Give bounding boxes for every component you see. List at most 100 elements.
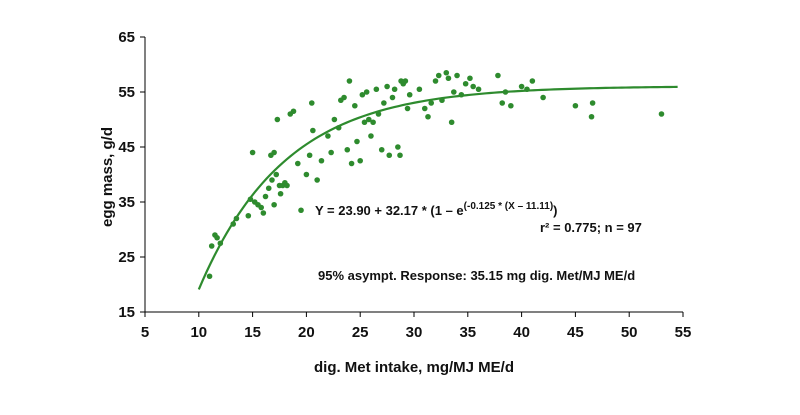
y-tick-label: 45 (118, 139, 135, 156)
tick-labels: 5 10 15 20 25 30 35 40 45 50 55 15 25 35 45 55 65 (118, 29, 691, 341)
data-point (451, 89, 457, 95)
data-point (428, 100, 435, 106)
x-tick-label: 25 (352, 324, 369, 341)
data-point (310, 127, 316, 134)
y-tick-label: 15 (118, 304, 135, 321)
data-point (458, 91, 465, 98)
data-point (402, 78, 409, 84)
y-axis-title: egg mass, g/d (99, 127, 116, 227)
data-point (395, 144, 401, 150)
data-point (386, 152, 393, 159)
data-point (303, 171, 310, 178)
data-point (269, 177, 275, 183)
y-tick-label: 65 (118, 29, 135, 46)
data-point (439, 97, 445, 104)
equation-exponent: (-0.125 * (X – 11.11) (464, 201, 554, 212)
x-tick-label: 35 (459, 324, 476, 341)
data-point (524, 86, 530, 93)
axes (140, 36, 684, 317)
data-point (416, 86, 423, 93)
data-point (233, 215, 240, 222)
data-point (435, 72, 442, 79)
data-point (381, 100, 387, 106)
data-point (375, 111, 382, 117)
data-point (389, 94, 396, 101)
data-point (271, 201, 277, 208)
equation-annotation: Y = 23.90 + 32.17 * (1 – e(-0.125 * (X –… (315, 201, 558, 218)
data-point (454, 72, 460, 79)
data-point (432, 78, 439, 84)
data-point (354, 138, 360, 145)
data-point (445, 75, 452, 82)
data-point (298, 207, 304, 214)
data-point (373, 86, 380, 93)
data-point (249, 149, 256, 156)
x-tick-label: 50 (621, 324, 638, 341)
data-point (589, 100, 596, 106)
data-point (359, 91, 366, 98)
data-point (284, 182, 290, 189)
x-tick-label: 15 (244, 324, 261, 341)
fit-curve (197, 85, 678, 290)
data-point (230, 221, 237, 227)
x-tick-label: 55 (675, 324, 692, 341)
data-point (475, 86, 482, 93)
data-point (391, 86, 398, 93)
data-point (294, 160, 301, 167)
data-point (499, 100, 506, 106)
data-point (318, 157, 325, 164)
data-point (572, 102, 579, 109)
data-point (443, 69, 450, 76)
data-point (363, 89, 370, 95)
equation-lhs: Y = 23.90 + 32.17 * (1 – e (315, 203, 464, 218)
data-point (314, 177, 320, 183)
data-point (271, 149, 277, 156)
data-point (508, 102, 514, 109)
equation-rhs: ) (553, 203, 557, 218)
data-point (495, 72, 501, 79)
data-point (247, 196, 254, 203)
data-point (421, 105, 428, 112)
data-point (306, 152, 313, 159)
data-point (448, 119, 455, 126)
data-point (348, 160, 355, 167)
data-point (273, 171, 280, 178)
x-axis-title: dig. Met intake, mg/MJ ME/d (314, 359, 514, 376)
data-points (206, 69, 665, 280)
data-point (258, 204, 265, 211)
data-point (588, 113, 595, 120)
data-point (308, 100, 315, 106)
x-tick-label: 40 (513, 324, 530, 341)
data-point (335, 124, 342, 131)
data-point (245, 212, 252, 219)
data-point (277, 190, 284, 197)
data-point (529, 78, 536, 84)
data-point (366, 116, 372, 123)
x-tick-label: 20 (298, 324, 315, 341)
data-point (328, 149, 334, 156)
x-tick-label: 45 (567, 324, 584, 341)
x-tick-label: 10 (190, 324, 207, 341)
data-point (361, 119, 368, 126)
data-point (214, 234, 220, 241)
y-tick-label: 55 (118, 84, 135, 101)
data-point (341, 94, 347, 101)
data-point (462, 80, 469, 87)
data-point (290, 108, 297, 115)
data-point (370, 119, 376, 126)
asymptote-annotation: 95% asympt. Response: 35.15 mg dig. Met/… (318, 268, 635, 283)
data-point (404, 105, 411, 112)
data-point (325, 133, 331, 139)
data-point (378, 146, 385, 153)
data-point (274, 116, 281, 123)
data-point (262, 193, 269, 200)
data-point (206, 273, 213, 280)
data-point (346, 78, 353, 84)
data-point (265, 185, 272, 192)
data-point (502, 89, 509, 95)
data-point (540, 94, 546, 101)
data-point (208, 243, 215, 249)
fit-curve-layer (197, 85, 678, 290)
data-point (331, 116, 338, 123)
